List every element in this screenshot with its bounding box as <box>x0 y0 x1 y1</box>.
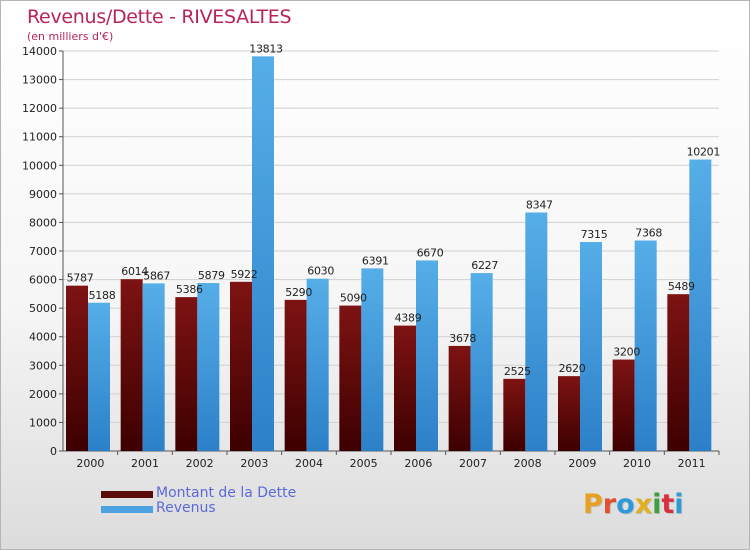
data-label-dette: 5090 <box>340 292 367 305</box>
bar-dette <box>120 279 143 451</box>
data-label-revenus: 6391 <box>362 254 389 267</box>
bar-revenus <box>252 56 274 451</box>
bar-revenus <box>689 159 712 452</box>
logo-letter: r <box>602 489 617 520</box>
x-tick-label: 2005 <box>350 457 378 470</box>
y-tick-label: 11000 <box>22 131 57 144</box>
data-label-dette: 5386 <box>176 283 203 296</box>
y-tick-label: 5000 <box>29 302 57 315</box>
bar-revenus <box>416 260 438 451</box>
data-label-dette: 4389 <box>395 312 422 325</box>
data-label-dette: 2525 <box>504 365 531 378</box>
chart-title: Revenus/Dette - RIVESALTES <box>27 6 292 28</box>
x-tick-label: 2003 <box>240 457 268 470</box>
y-tick-label: 9000 <box>29 188 57 201</box>
data-label-revenus: 5188 <box>89 289 116 302</box>
y-tick-label: 3000 <box>29 359 57 372</box>
bar-revenus <box>361 268 384 451</box>
data-label-dette: 6014 <box>121 265 148 278</box>
y-tick-label: 4000 <box>29 331 57 344</box>
bar-revenus <box>197 283 220 451</box>
logo-letter: P <box>583 489 603 520</box>
bar-dette <box>339 305 362 451</box>
data-label-revenus: 8347 <box>526 199 553 212</box>
data-label-revenus: 6670 <box>417 246 444 259</box>
x-tick-label: 2006 <box>404 457 432 470</box>
logo-letter: i <box>674 489 684 520</box>
bar-dette <box>558 376 580 451</box>
y-tick-label: 0 <box>50 445 57 458</box>
x-tick-label: 2010 <box>623 457 651 470</box>
bar-revenus <box>88 302 110 451</box>
logo-letter: o <box>616 489 635 520</box>
x-tick-label: 2008 <box>514 457 542 470</box>
x-tick-label: 2004 <box>295 457 323 470</box>
data-label-revenus: 10201 <box>687 146 721 159</box>
data-label-revenus: 13813 <box>249 42 283 55</box>
y-tick-label: 2000 <box>29 388 57 401</box>
bar-dette <box>448 345 471 451</box>
bar-dette <box>284 299 307 451</box>
x-tick-label: 2007 <box>459 457 487 470</box>
logo-letter: t <box>661 489 675 520</box>
logo-letter: x <box>634 489 653 520</box>
bar-revenus <box>142 283 165 451</box>
data-label-dette: 3200 <box>613 346 640 359</box>
bars <box>66 56 712 452</box>
data-label-dette: 5922 <box>231 268 258 281</box>
data-label-revenus: 6227 <box>471 259 498 272</box>
legend-swatch-revenus <box>101 506 153 513</box>
y-tick-label: 10000 <box>22 159 57 172</box>
bar-dette <box>503 378 526 451</box>
x-tick-label: 2011 <box>678 457 706 470</box>
bar-dette <box>394 325 416 451</box>
y-tick-label: 8000 <box>29 216 57 229</box>
bar-revenus <box>525 212 548 451</box>
y-tick-label: 7000 <box>29 245 57 258</box>
y-tick-label: 6000 <box>29 274 57 287</box>
y-tick-label: 12000 <box>22 102 57 115</box>
data-label-revenus: 5879 <box>198 269 225 282</box>
data-label-revenus: 6030 <box>307 265 334 278</box>
legend-swatch-debt <box>101 491 153 498</box>
y-tick-label: 14000 <box>22 45 57 58</box>
bar-revenus <box>580 242 602 451</box>
legend-label-debt: Montant de la Dette <box>156 485 297 501</box>
data-label-dette: 5787 <box>67 272 94 285</box>
bar-dette <box>667 294 690 451</box>
logo-letter: i <box>652 489 662 520</box>
bar-revenus <box>634 240 657 451</box>
data-label-dette: 5290 <box>285 286 312 299</box>
x-tick-label: 2009 <box>568 457 596 470</box>
bar-dette <box>66 285 88 451</box>
bar-revenus <box>306 278 329 451</box>
bar-dette <box>230 281 252 451</box>
data-label-revenus: 5867 <box>143 269 170 282</box>
y-tick-label: 13000 <box>22 74 57 87</box>
data-label-revenus: 7368 <box>635 226 662 239</box>
data-label-dette: 3678 <box>449 332 476 345</box>
bar-dette <box>175 297 198 451</box>
legend-label-revenus: Revenus <box>156 500 216 516</box>
bar-dette <box>612 359 635 451</box>
bar-revenus <box>470 273 493 451</box>
proxiti-logo: Proxiti <box>583 489 684 520</box>
grid-lines <box>63 50 719 423</box>
x-tick-label: 2000 <box>76 457 104 470</box>
x-tick-label: 2001 <box>131 457 159 470</box>
data-label-dette: 2620 <box>559 362 586 375</box>
chart-subtitle: (en milliers d'€) <box>27 30 114 43</box>
x-tick-label: 2002 <box>186 457 214 470</box>
axes: 0 1000 2000 3000 4000 5000 6000 7000 8000 9000 100… <box>22 45 720 470</box>
data-label-dette: 5489 <box>668 280 695 293</box>
y-tick-label: 1000 <box>29 416 57 429</box>
data-label-revenus: 7315 <box>581 228 608 241</box>
